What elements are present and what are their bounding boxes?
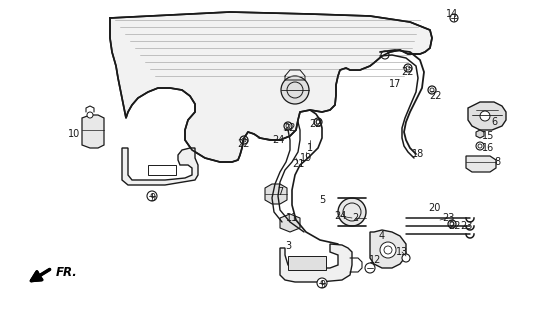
Text: 24: 24	[272, 135, 284, 145]
Text: 1: 1	[307, 143, 313, 153]
Polygon shape	[122, 148, 198, 185]
Circle shape	[428, 86, 436, 94]
Text: 8: 8	[494, 157, 500, 167]
Circle shape	[381, 51, 389, 59]
Circle shape	[448, 220, 456, 228]
Polygon shape	[280, 214, 300, 232]
Polygon shape	[370, 230, 406, 268]
Circle shape	[365, 263, 375, 273]
Polygon shape	[82, 115, 104, 148]
Text: 16: 16	[482, 143, 494, 153]
Text: 23: 23	[460, 221, 472, 231]
Text: 21: 21	[292, 159, 304, 169]
Text: 18: 18	[412, 149, 424, 159]
Text: 9: 9	[149, 193, 155, 203]
Text: 22: 22	[238, 139, 250, 149]
Circle shape	[380, 242, 396, 258]
Circle shape	[480, 111, 490, 121]
Bar	[148, 165, 176, 175]
Polygon shape	[466, 156, 496, 172]
Circle shape	[338, 198, 366, 226]
Text: 20: 20	[428, 203, 440, 213]
Circle shape	[147, 191, 157, 201]
Circle shape	[314, 118, 322, 126]
Circle shape	[284, 122, 292, 130]
Polygon shape	[476, 130, 484, 138]
Text: 22: 22	[402, 67, 414, 77]
Text: 22: 22	[449, 221, 461, 231]
Circle shape	[404, 64, 412, 72]
Circle shape	[87, 112, 93, 118]
Text: 14: 14	[446, 9, 458, 19]
Circle shape	[240, 136, 248, 144]
Text: 24: 24	[334, 211, 346, 221]
Text: 22: 22	[284, 123, 296, 133]
Text: 13: 13	[396, 247, 408, 257]
Text: 7: 7	[277, 187, 283, 197]
Polygon shape	[280, 244, 352, 282]
Text: 23: 23	[442, 213, 454, 223]
Bar	[288, 256, 326, 270]
Text: 22: 22	[310, 119, 323, 129]
Text: 2: 2	[352, 213, 358, 223]
Text: 15: 15	[482, 131, 494, 141]
Text: 12: 12	[369, 255, 381, 265]
Circle shape	[476, 142, 484, 150]
Text: 22: 22	[430, 91, 442, 101]
Text: 5: 5	[319, 195, 325, 205]
Polygon shape	[468, 102, 506, 130]
Circle shape	[281, 76, 309, 104]
Polygon shape	[110, 12, 432, 162]
Text: FR.: FR.	[56, 266, 78, 278]
Circle shape	[450, 14, 458, 22]
Text: 6: 6	[491, 117, 497, 127]
Text: 3: 3	[285, 241, 291, 251]
Polygon shape	[265, 184, 287, 204]
Text: 17: 17	[389, 79, 401, 89]
Text: 10: 10	[68, 129, 80, 139]
Text: 9: 9	[319, 280, 325, 290]
Text: 19: 19	[300, 153, 312, 163]
Text: 4: 4	[379, 231, 385, 241]
Circle shape	[317, 278, 327, 288]
Circle shape	[402, 254, 410, 262]
Text: 11: 11	[286, 213, 298, 223]
